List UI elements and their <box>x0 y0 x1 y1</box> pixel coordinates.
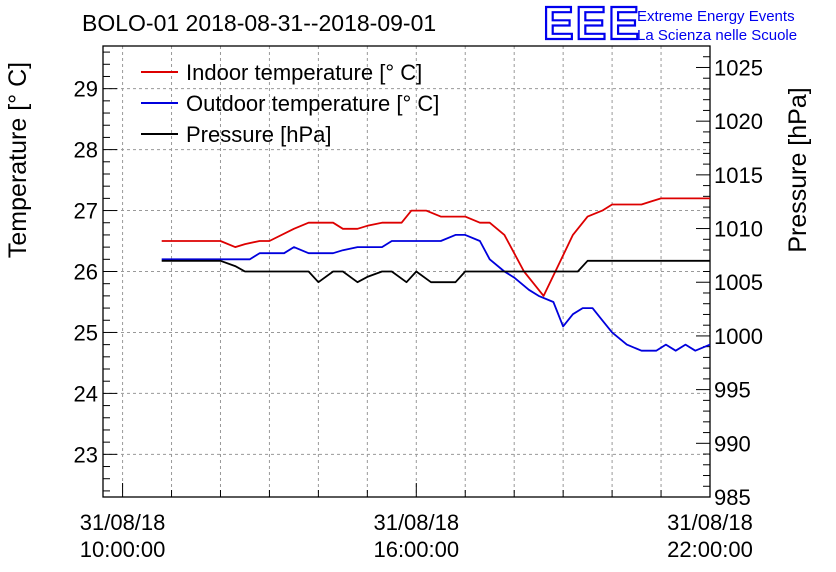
y-axis-label-right: Pressure [hPa] <box>784 87 812 252</box>
grid-lines <box>103 46 710 497</box>
y-tick-label-left: 25 <box>74 320 98 345</box>
x-tick-label-date: 31/08/18 <box>373 510 459 535</box>
y-tick-label-left: 28 <box>74 138 98 163</box>
y-tick-label-left: 29 <box>74 77 98 102</box>
legend-label-1: Indoor temperature [° C] <box>186 60 422 85</box>
y-tick-label-left: 23 <box>74 442 98 467</box>
series-line-3 <box>161 259 710 284</box>
y-axis-label-left: Temperature [° C] <box>4 62 32 258</box>
eee-logo: EEE Extreme Energy Events La Scienza nel… <box>542 0 797 50</box>
y-tick-label-right: 1010 <box>714 217 763 242</box>
legend: Indoor temperature [° C] Outdoor temperat… <box>141 60 439 147</box>
y-tick-label-right: 1015 <box>714 163 763 188</box>
eee-logo-mark: EEE <box>543 0 641 49</box>
y-tick-label-right: 1005 <box>714 270 763 295</box>
x-tick-label-time: 22:00:00 <box>667 537 753 562</box>
x-tick-label-date: 31/08/18 <box>667 510 753 535</box>
y-tick-label-right: 990 <box>714 431 751 456</box>
y-tick-label-right: 985 <box>714 485 751 510</box>
series-line-2 <box>161 233 711 352</box>
axes: 23 24 25 26 27 28 29 985 990 995 1000 1005 1010 1015 1… <box>74 45 763 562</box>
eee-logo-line2: La Scienza nelle Scuole <box>637 27 797 44</box>
x-tick-label-date: 31/08/18 <box>80 510 166 535</box>
y-tick-label-right: 1020 <box>714 109 763 134</box>
x-tick-label-time: 16:00:00 <box>373 537 459 562</box>
y-tick-label-right: 1000 <box>714 324 763 349</box>
series-line-1 <box>161 197 710 297</box>
series-lines <box>161 197 711 352</box>
legend-label-3: Pressure [hPa] <box>186 122 332 147</box>
chart-title: BOLO-01 2018-08-31--2018-09-01 <box>82 10 436 36</box>
legend-label-2: Outdoor temperature [° C] <box>186 91 439 116</box>
y-tick-label-right: 995 <box>714 378 751 403</box>
y-tick-label-left: 27 <box>74 199 98 224</box>
y-tick-label-right: 1025 <box>714 55 763 80</box>
y-tick-label-left: 26 <box>74 260 98 285</box>
eee-logo-line1: Extreme Energy Events <box>637 8 795 25</box>
x-tick-label-time: 10:00:00 <box>80 537 166 562</box>
y-tick-label-left: 24 <box>74 381 98 406</box>
